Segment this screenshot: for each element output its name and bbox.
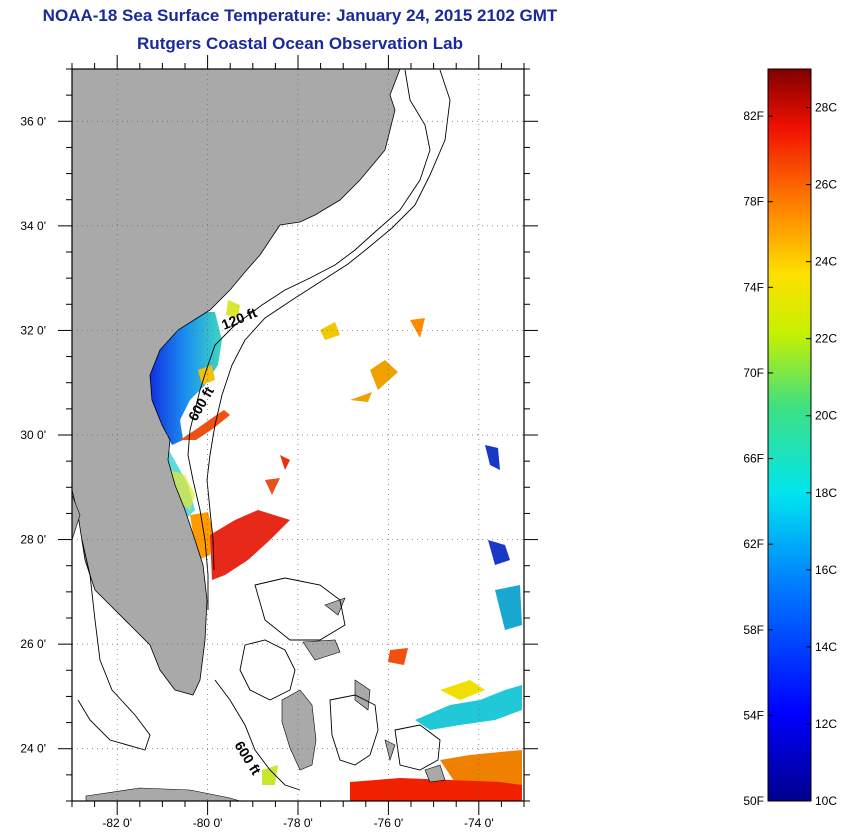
colorbar-labels: 28C 26C 24C 22C 20C 18C 16C 14C 12C 10C 82F 78F 74F 7… [743,101,837,808]
bathymetry-contours [77,69,451,791]
x-tick-label: -80 0' [193,816,223,830]
graticule-grid [72,69,524,801]
colorbar-celsius-label: 16C [815,563,837,577]
map-subtitle: Rutgers Coastal Ocean Observation Lab [137,34,463,53]
contour-120ft [187,69,431,610]
colorbar-celsius-label: 12C [815,717,837,731]
sst-overlay [145,300,522,801]
axis-ticks [58,55,538,815]
colorbar-ticks [768,107,811,802]
y-tick-label: 36 0' [20,114,46,128]
x-tick-label: -74 0' [464,816,494,830]
colorbar-fahrenheit-label: 82F [743,109,764,123]
colorbar-celsius-label: 22C [815,332,837,346]
andros-island [281,689,317,771]
colorbar-fahrenheit-label: 62F [743,537,764,551]
colorbar-celsius-label: 18C [815,486,837,500]
y-tick-label: 26 0' [20,637,46,651]
us-mainland [72,69,401,696]
y-tick-label: 30 0' [20,428,46,442]
y-tick-label: 24 0' [20,742,46,756]
land-masses [72,69,446,801]
colorbar [767,68,812,802]
colorbar-celsius-label: 10C [815,794,837,808]
contour-600ft [206,69,451,571]
map-title: NOAA-18 Sea Surface Temperature: January… [42,6,558,25]
colorbar-fahrenheit-label: 54F [743,708,764,722]
colorbar-celsius-label: 28C [815,101,837,115]
colorbar-fahrenheit-label: 70F [743,366,764,380]
colorbar-fahrenheit-label: 66F [743,452,764,466]
y-tick-label: 28 0' [20,533,46,547]
colorbar-fahrenheit-label: 50F [743,794,764,808]
colorbar-celsius-label: 24C [815,255,837,269]
colorbar-celsius-label: 26C [815,178,837,192]
axis-tick-labels: -82 0' -80 0' -78 0' -76 0' -74 0' 36 0' 34 0'… [20,114,493,830]
y-tick-label: 32 0' [20,323,46,337]
colorbar-celsius-label: 20C [815,409,837,423]
x-tick-label: -76 0' [374,816,404,830]
colorbar-celsius-label: 14C [815,640,837,654]
x-tick-label: -78 0' [283,816,313,830]
colorbar-fahrenheit-label: 78F [743,195,764,209]
x-tick-label: -82 0' [102,816,132,830]
y-tick-label: 34 0' [20,219,46,233]
colorbar-fahrenheit-label: 58F [743,623,764,637]
colorbar-fahrenheit-label: 74F [743,280,764,294]
